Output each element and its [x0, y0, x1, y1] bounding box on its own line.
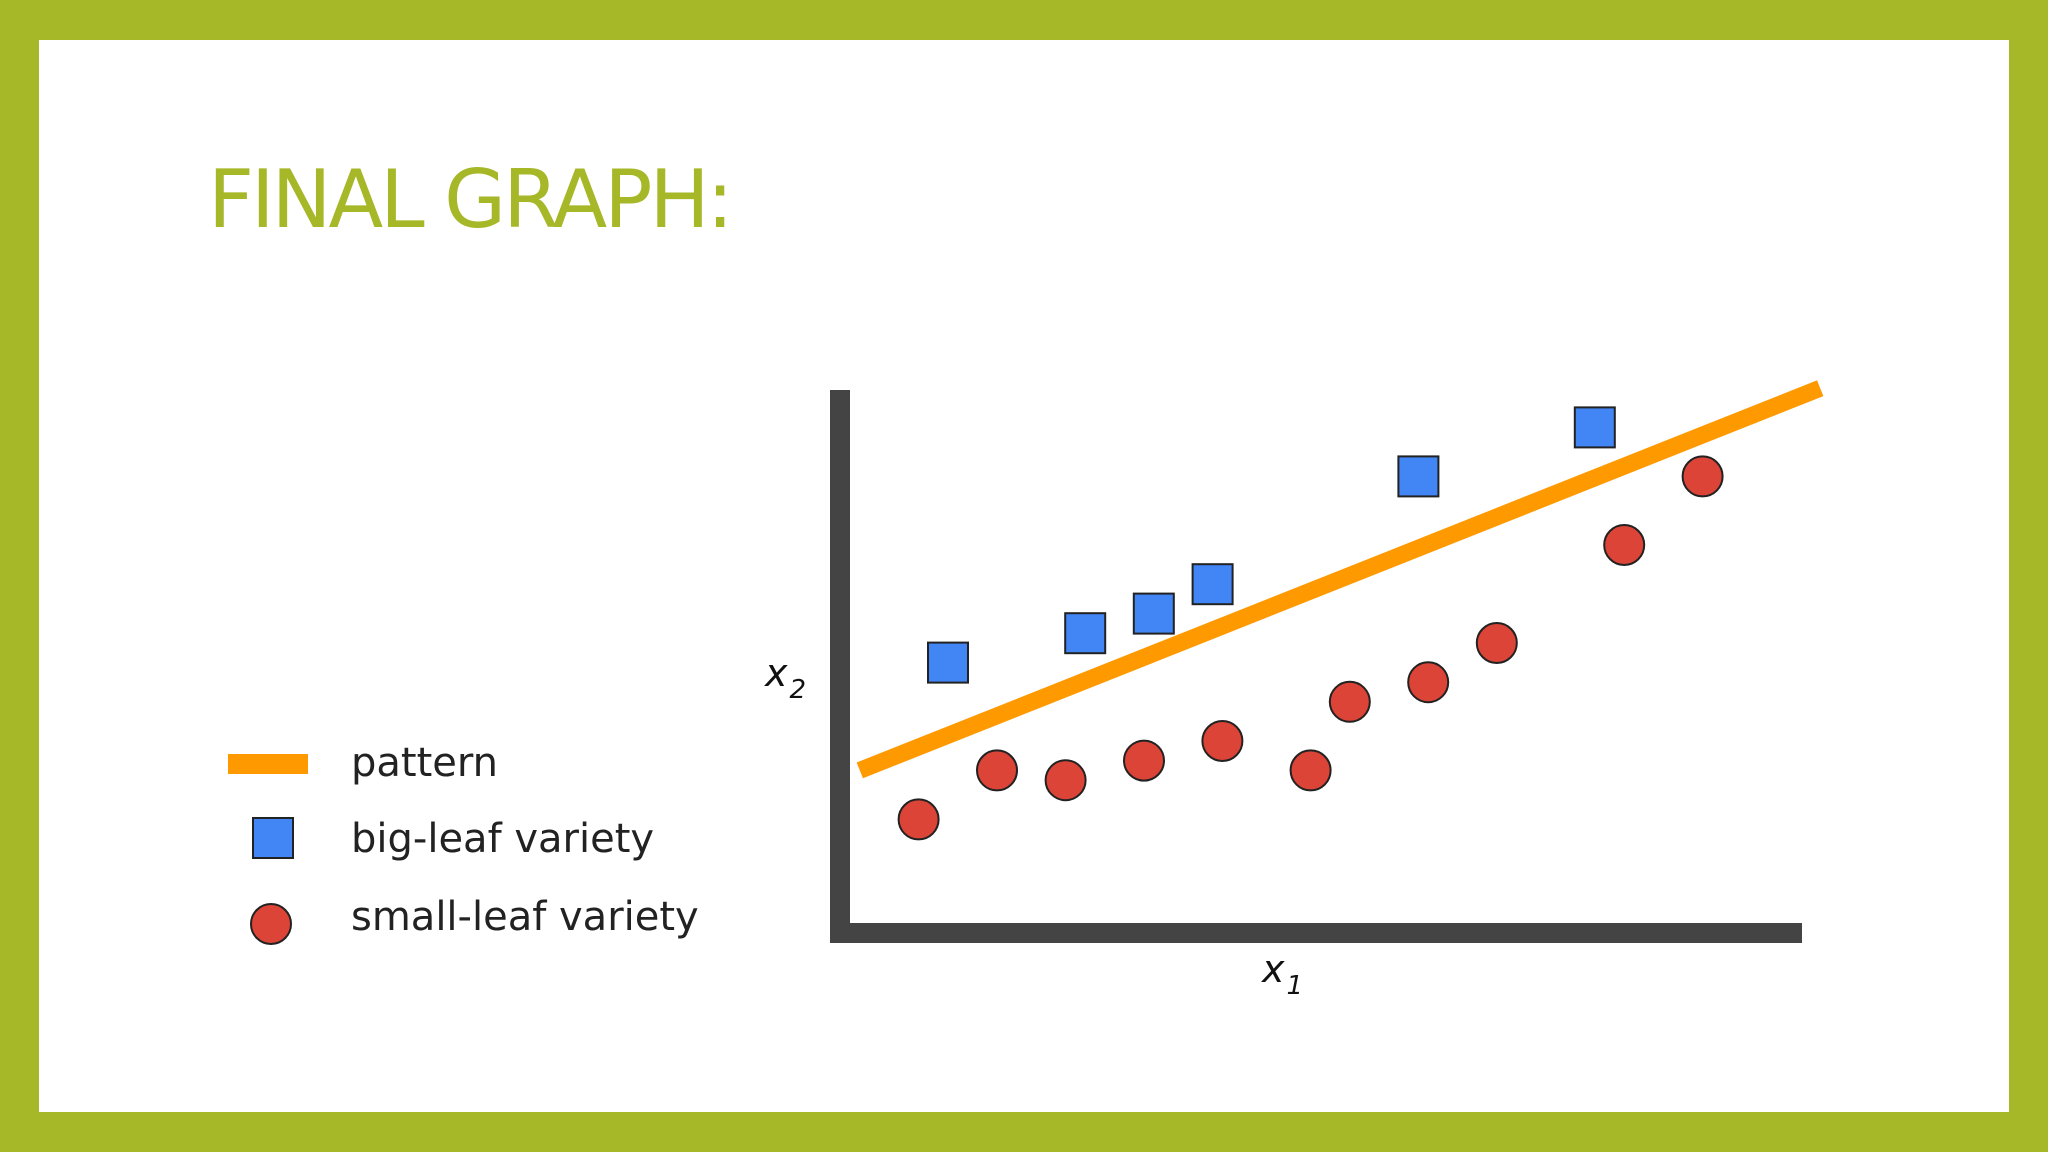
plot-area [856, 380, 1824, 841]
big-leaf-point-3 [1132, 592, 1175, 635]
small-leaf-point-2 [976, 749, 1018, 792]
legend-label-big-leaf: big-leaf variety [351, 816, 654, 862]
big-leaf-point-5 [1397, 455, 1440, 498]
small-leaf-series [897, 455, 1724, 841]
small-leaf-point-10 [1603, 524, 1646, 566]
big-leaf-point-6 [1573, 406, 1616, 449]
legend-square-swatch [252, 817, 294, 859]
small-leaf-point-6 [1289, 749, 1332, 792]
slide-title: FINAL GRAPH: [208, 153, 734, 246]
big-leaf-point-2 [1064, 612, 1107, 655]
big-leaf-point-4 [1191, 563, 1234, 606]
x-axis-label: x1 [1261, 947, 1303, 1001]
legend-label-pattern: pattern [351, 740, 498, 786]
small-leaf-point-11 [1681, 455, 1724, 498]
legend-label-small-leaf: small-leaf variety [351, 894, 699, 940]
big-leaf-point-1 [927, 641, 969, 684]
small-leaf-point-8 [1407, 661, 1450, 704]
pattern-line [856, 380, 1824, 779]
small-leaf-point-5 [1201, 720, 1244, 762]
small-leaf-point-7 [1328, 680, 1371, 723]
small-leaf-point-4 [1123, 739, 1165, 782]
legend-line-swatch [228, 754, 308, 774]
legend-circle-swatch [250, 903, 292, 945]
small-leaf-point-1 [897, 798, 940, 841]
small-leaf-point-9 [1475, 622, 1518, 664]
legend-item-pattern: pattern [228, 740, 498, 786]
x-axis [830, 923, 1802, 943]
legend-item-small-leaf: small-leaf variety [250, 894, 699, 945]
small-leaf-point-3 [1044, 759, 1087, 802]
y-axis [830, 390, 850, 942]
legend: pattern big-leaf variety small-leaf vari… [228, 740, 699, 945]
y-axis-label: x2 [764, 651, 806, 705]
legend-item-big-leaf: big-leaf variety [252, 816, 654, 862]
big-leaf-series [927, 406, 1616, 684]
